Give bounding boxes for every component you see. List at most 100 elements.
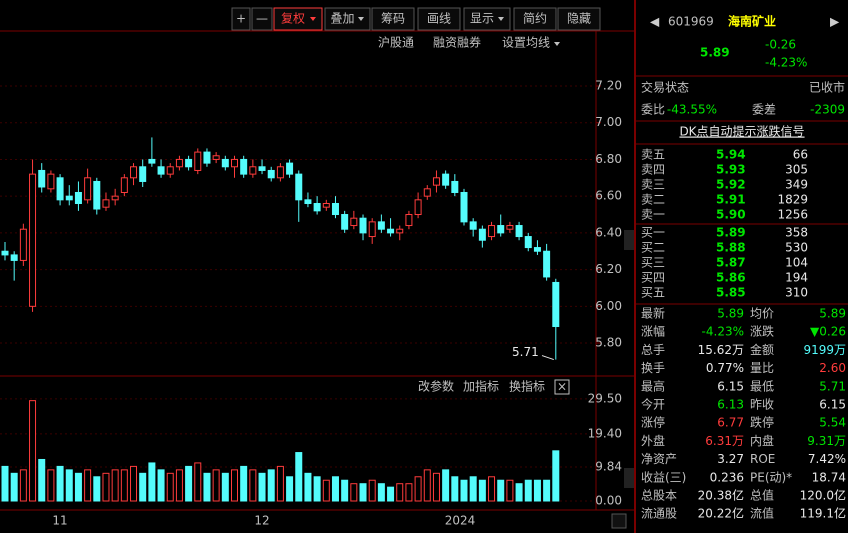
candle-body (19, 228, 27, 261)
prev-icon[interactable]: ◀ (650, 15, 660, 29)
candle-body (451, 180, 459, 193)
order-price: 5.90 (716, 208, 746, 222)
toolbar-button[interactable] (371, 7, 415, 31)
candle-body (497, 225, 505, 234)
stat-value: 18.74 (812, 470, 846, 484)
volume-bar (1, 465, 9, 502)
y-tick-label: 9.84 (595, 459, 622, 473)
stat-label: 总手 (641, 343, 665, 357)
field-value: -43.55% (667, 103, 717, 117)
scroll-button[interactable] (611, 513, 627, 529)
collapse-handle[interactable] (624, 468, 634, 488)
order-price: 5.92 (716, 178, 746, 192)
volume-bar (341, 479, 349, 502)
volume-bar (267, 469, 275, 502)
volume-tool[interactable]: × (557, 380, 567, 394)
order-price: 5.93 (716, 163, 746, 177)
signal-link[interactable]: DK点自动提示涨跌信号 (679, 124, 804, 139)
stat-label: 量比 (750, 361, 774, 375)
volume-tool[interactable]: 加指标 (463, 379, 499, 394)
candle-body (506, 225, 514, 230)
volume-bar (387, 486, 395, 502)
candle-body (414, 199, 422, 216)
volume-bar (47, 469, 55, 502)
toolbar-label[interactable]: — (256, 12, 268, 26)
toolbar-label[interactable]: 简约 (523, 11, 547, 26)
stat-value: 5.89 (717, 307, 744, 321)
toolbar-label[interactable]: + (236, 12, 246, 26)
candle-body (469, 221, 477, 230)
order-volume: 104 (785, 256, 808, 270)
candle-body (387, 228, 395, 234)
candle-body (221, 158, 229, 168)
candle-body (533, 247, 541, 252)
order-volume: 1829 (777, 193, 808, 207)
candle-body (286, 162, 294, 175)
subbar-item[interactable]: 沪股通 (378, 36, 414, 50)
stat-value: ▼0.26 (810, 325, 846, 339)
stat-value: 119.1亿 (800, 506, 846, 521)
candle-body (47, 173, 55, 190)
candle-body (249, 166, 257, 175)
stat-value: 6.77 (717, 416, 744, 430)
toolbar-button[interactable] (417, 7, 461, 31)
toolbar-button[interactable] (557, 7, 601, 31)
stat-value: 0.236 (710, 470, 744, 484)
subbar-item[interactable]: 融资融券 (433, 35, 481, 50)
volume-bar (295, 452, 303, 502)
candle-body (350, 217, 358, 227)
collapse-handle[interactable] (624, 230, 634, 250)
candle-body (139, 166, 147, 182)
candle-body (194, 151, 202, 171)
volume-bar (414, 476, 422, 502)
x-tick-label: 2024 (445, 514, 476, 528)
close-box[interactable] (554, 379, 570, 395)
toolbar-button[interactable] (231, 7, 251, 31)
subbar-item[interactable]: 设置均线 (502, 36, 550, 50)
order-price: 5.86 (716, 271, 746, 285)
y-tick-label: 6.80 (595, 152, 622, 166)
order-label: 买三 (641, 256, 665, 270)
volume-bar (543, 479, 551, 502)
toolbar-button[interactable] (251, 7, 273, 31)
volume-tool[interactable]: 换指标 (509, 379, 545, 394)
candle-body (175, 158, 183, 168)
toolbar-button[interactable] (463, 7, 511, 31)
stat-value: 2.60 (819, 361, 846, 375)
y-tick-label: 29.50 (588, 391, 622, 405)
toolbar-button[interactable] (513, 7, 557, 31)
toolbar-label[interactable]: 隐藏 (567, 12, 591, 26)
candle-body (524, 236, 532, 249)
candle-body (84, 177, 92, 201)
volume-bar (276, 465, 284, 502)
stat-label: 总值 (750, 488, 774, 503)
candle-body (405, 214, 413, 227)
toolbar-button[interactable] (273, 7, 323, 31)
volume-tool[interactable]: 改参数 (418, 379, 454, 394)
toolbar-label[interactable]: 筹码 (381, 12, 405, 26)
toolbar-label[interactable]: 复权 (281, 12, 305, 26)
candle-body (322, 203, 330, 208)
candle-body (29, 173, 37, 307)
order-label: 买五 (641, 286, 665, 300)
volume-bar (286, 476, 294, 502)
next-icon[interactable]: ▶ (830, 15, 840, 29)
candle-body (258, 166, 266, 171)
volume-bar (331, 476, 339, 502)
stat-label: 收益(三) (641, 470, 686, 484)
toolbar-label[interactable]: 画线 (427, 12, 451, 26)
volume-bar (533, 479, 541, 502)
toolbar-button[interactable] (324, 7, 371, 31)
volume-bar (221, 472, 229, 502)
field-value: -2309 (810, 103, 845, 117)
stat-value: 3.27 (717, 452, 744, 466)
volume-bar (139, 472, 147, 502)
stat-label: 今开 (641, 397, 665, 412)
toolbar-label[interactable]: 叠加 (330, 12, 354, 26)
volume-bar (203, 472, 211, 502)
volume-bar (65, 469, 73, 502)
y-tick-label: 7.00 (595, 115, 622, 129)
toolbar-label[interactable]: 显示 (470, 12, 494, 26)
y-tick-label: 0.00 (595, 494, 622, 508)
